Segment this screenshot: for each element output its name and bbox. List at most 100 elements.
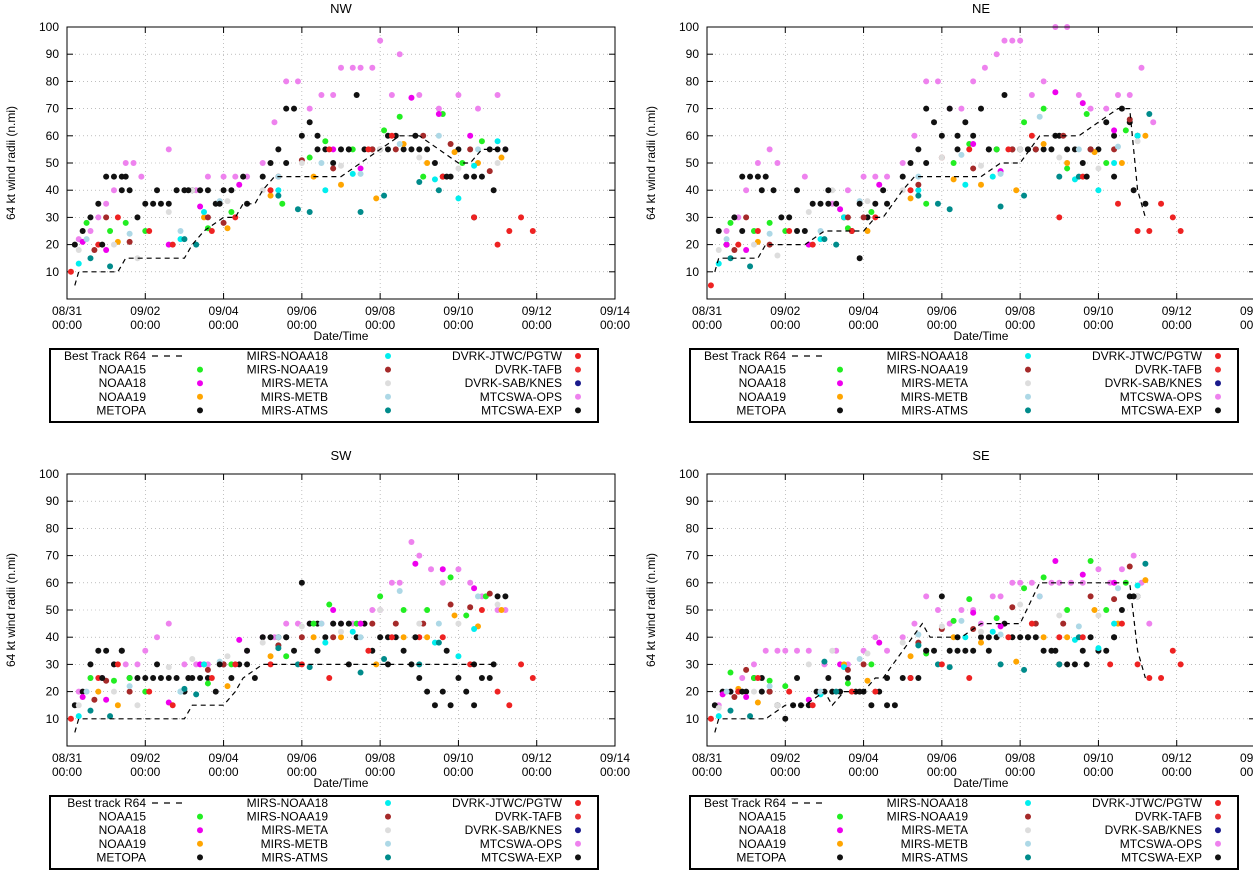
data-point (989, 173, 996, 180)
data-point (856, 655, 863, 662)
legend-label: MIRS-METB (261, 390, 328, 404)
legend-swatch (1215, 827, 1221, 834)
data-point (283, 634, 290, 641)
data-point (801, 228, 808, 234)
data-point (1134, 228, 1141, 234)
data-point (1009, 604, 1016, 611)
data-point (923, 647, 930, 654)
data-point (110, 187, 117, 194)
data-point (962, 647, 969, 654)
y-tick-label: 100 (679, 467, 699, 481)
y-tick-label: 90 (686, 494, 700, 508)
data-point (868, 208, 875, 215)
data-point (809, 241, 816, 248)
data-point (126, 238, 133, 245)
data-point (1064, 634, 1071, 641)
data-point (1032, 634, 1039, 641)
data-point (99, 241, 106, 248)
data-point (844, 675, 851, 681)
x-tick-label-time: 00:00 (130, 318, 160, 332)
data-point (431, 702, 438, 709)
legend-frame (689, 348, 1239, 423)
data-point (1079, 647, 1086, 654)
data-point (739, 228, 746, 234)
data-point (306, 208, 313, 215)
data-point (134, 255, 141, 262)
data-point (267, 634, 274, 641)
legend-label: MIRS-NOAA18 (247, 349, 329, 363)
data-point (193, 691, 200, 698)
series-mtcswa-ops (75, 37, 509, 243)
data-point (1001, 37, 1008, 44)
data-point (114, 702, 121, 709)
data-point (384, 146, 391, 153)
legend-swatch (1215, 840, 1221, 847)
data-point (766, 219, 773, 226)
data-point (87, 214, 94, 221)
data-point (306, 154, 313, 161)
data-point (1056, 634, 1063, 641)
data-point (739, 173, 746, 180)
data-point (782, 647, 789, 654)
data-point (310, 634, 317, 641)
data-point (1126, 563, 1133, 570)
data-point (762, 647, 769, 654)
data-point (478, 607, 485, 613)
x-tick-label-time: 00:00 (287, 318, 317, 332)
y-tick-label: 80 (686, 74, 700, 88)
data-point (455, 195, 462, 202)
data-point (731, 694, 738, 701)
series-noaa18 (79, 94, 474, 254)
x-tick-label-time: 00:00 (365, 765, 395, 779)
data-point (318, 620, 325, 627)
data-point (478, 675, 485, 681)
data-point (416, 552, 423, 559)
data-point (494, 138, 501, 145)
data-point (126, 688, 133, 695)
data-point (408, 539, 415, 545)
data-point (1052, 89, 1059, 96)
legend-label: METOPA (736, 403, 786, 417)
data-point (486, 146, 493, 153)
data-point (1001, 92, 1008, 98)
data-point (420, 173, 427, 180)
series-mirs-atms (87, 639, 442, 720)
data-point (224, 225, 231, 232)
legend-swatch (575, 813, 581, 820)
data-point (860, 661, 867, 668)
x-axis-label: Date/Time (954, 329, 1009, 343)
data-point (997, 631, 1004, 638)
data-point (494, 160, 501, 166)
data-point (165, 675, 172, 681)
data-point (727, 669, 734, 676)
data-point (400, 634, 407, 641)
x-tick-label-time: 00:00 (1240, 765, 1253, 779)
x-tick-label-date: 09/14 (1240, 751, 1253, 765)
data-point (275, 634, 282, 641)
data-point (993, 51, 1000, 58)
data-point (201, 661, 207, 668)
plot-frame (706, 473, 1253, 747)
data-point (1032, 146, 1039, 153)
data-point (923, 160, 930, 166)
data-point (891, 702, 898, 709)
legend-swatch (837, 393, 843, 400)
data-point (1115, 585, 1121, 592)
series-dvrk-jtwc-pgtw (707, 620, 1184, 722)
data-point (1079, 100, 1086, 107)
data-point (884, 675, 891, 681)
y-tick-label: 60 (686, 129, 700, 143)
plot-frame (66, 26, 616, 300)
data-point (715, 228, 722, 234)
data-point (1028, 132, 1035, 139)
y-tick-label: 40 (686, 630, 700, 644)
data-point (424, 688, 431, 695)
x-tick-label-date: 08/31 (52, 751, 82, 765)
data-point (412, 132, 419, 139)
data-point (122, 160, 129, 166)
data-point (87, 707, 94, 714)
data-point (817, 688, 824, 695)
data-point (1048, 146, 1055, 153)
data-point (424, 160, 431, 166)
legend-label: MIRS-ATMS (262, 403, 328, 417)
